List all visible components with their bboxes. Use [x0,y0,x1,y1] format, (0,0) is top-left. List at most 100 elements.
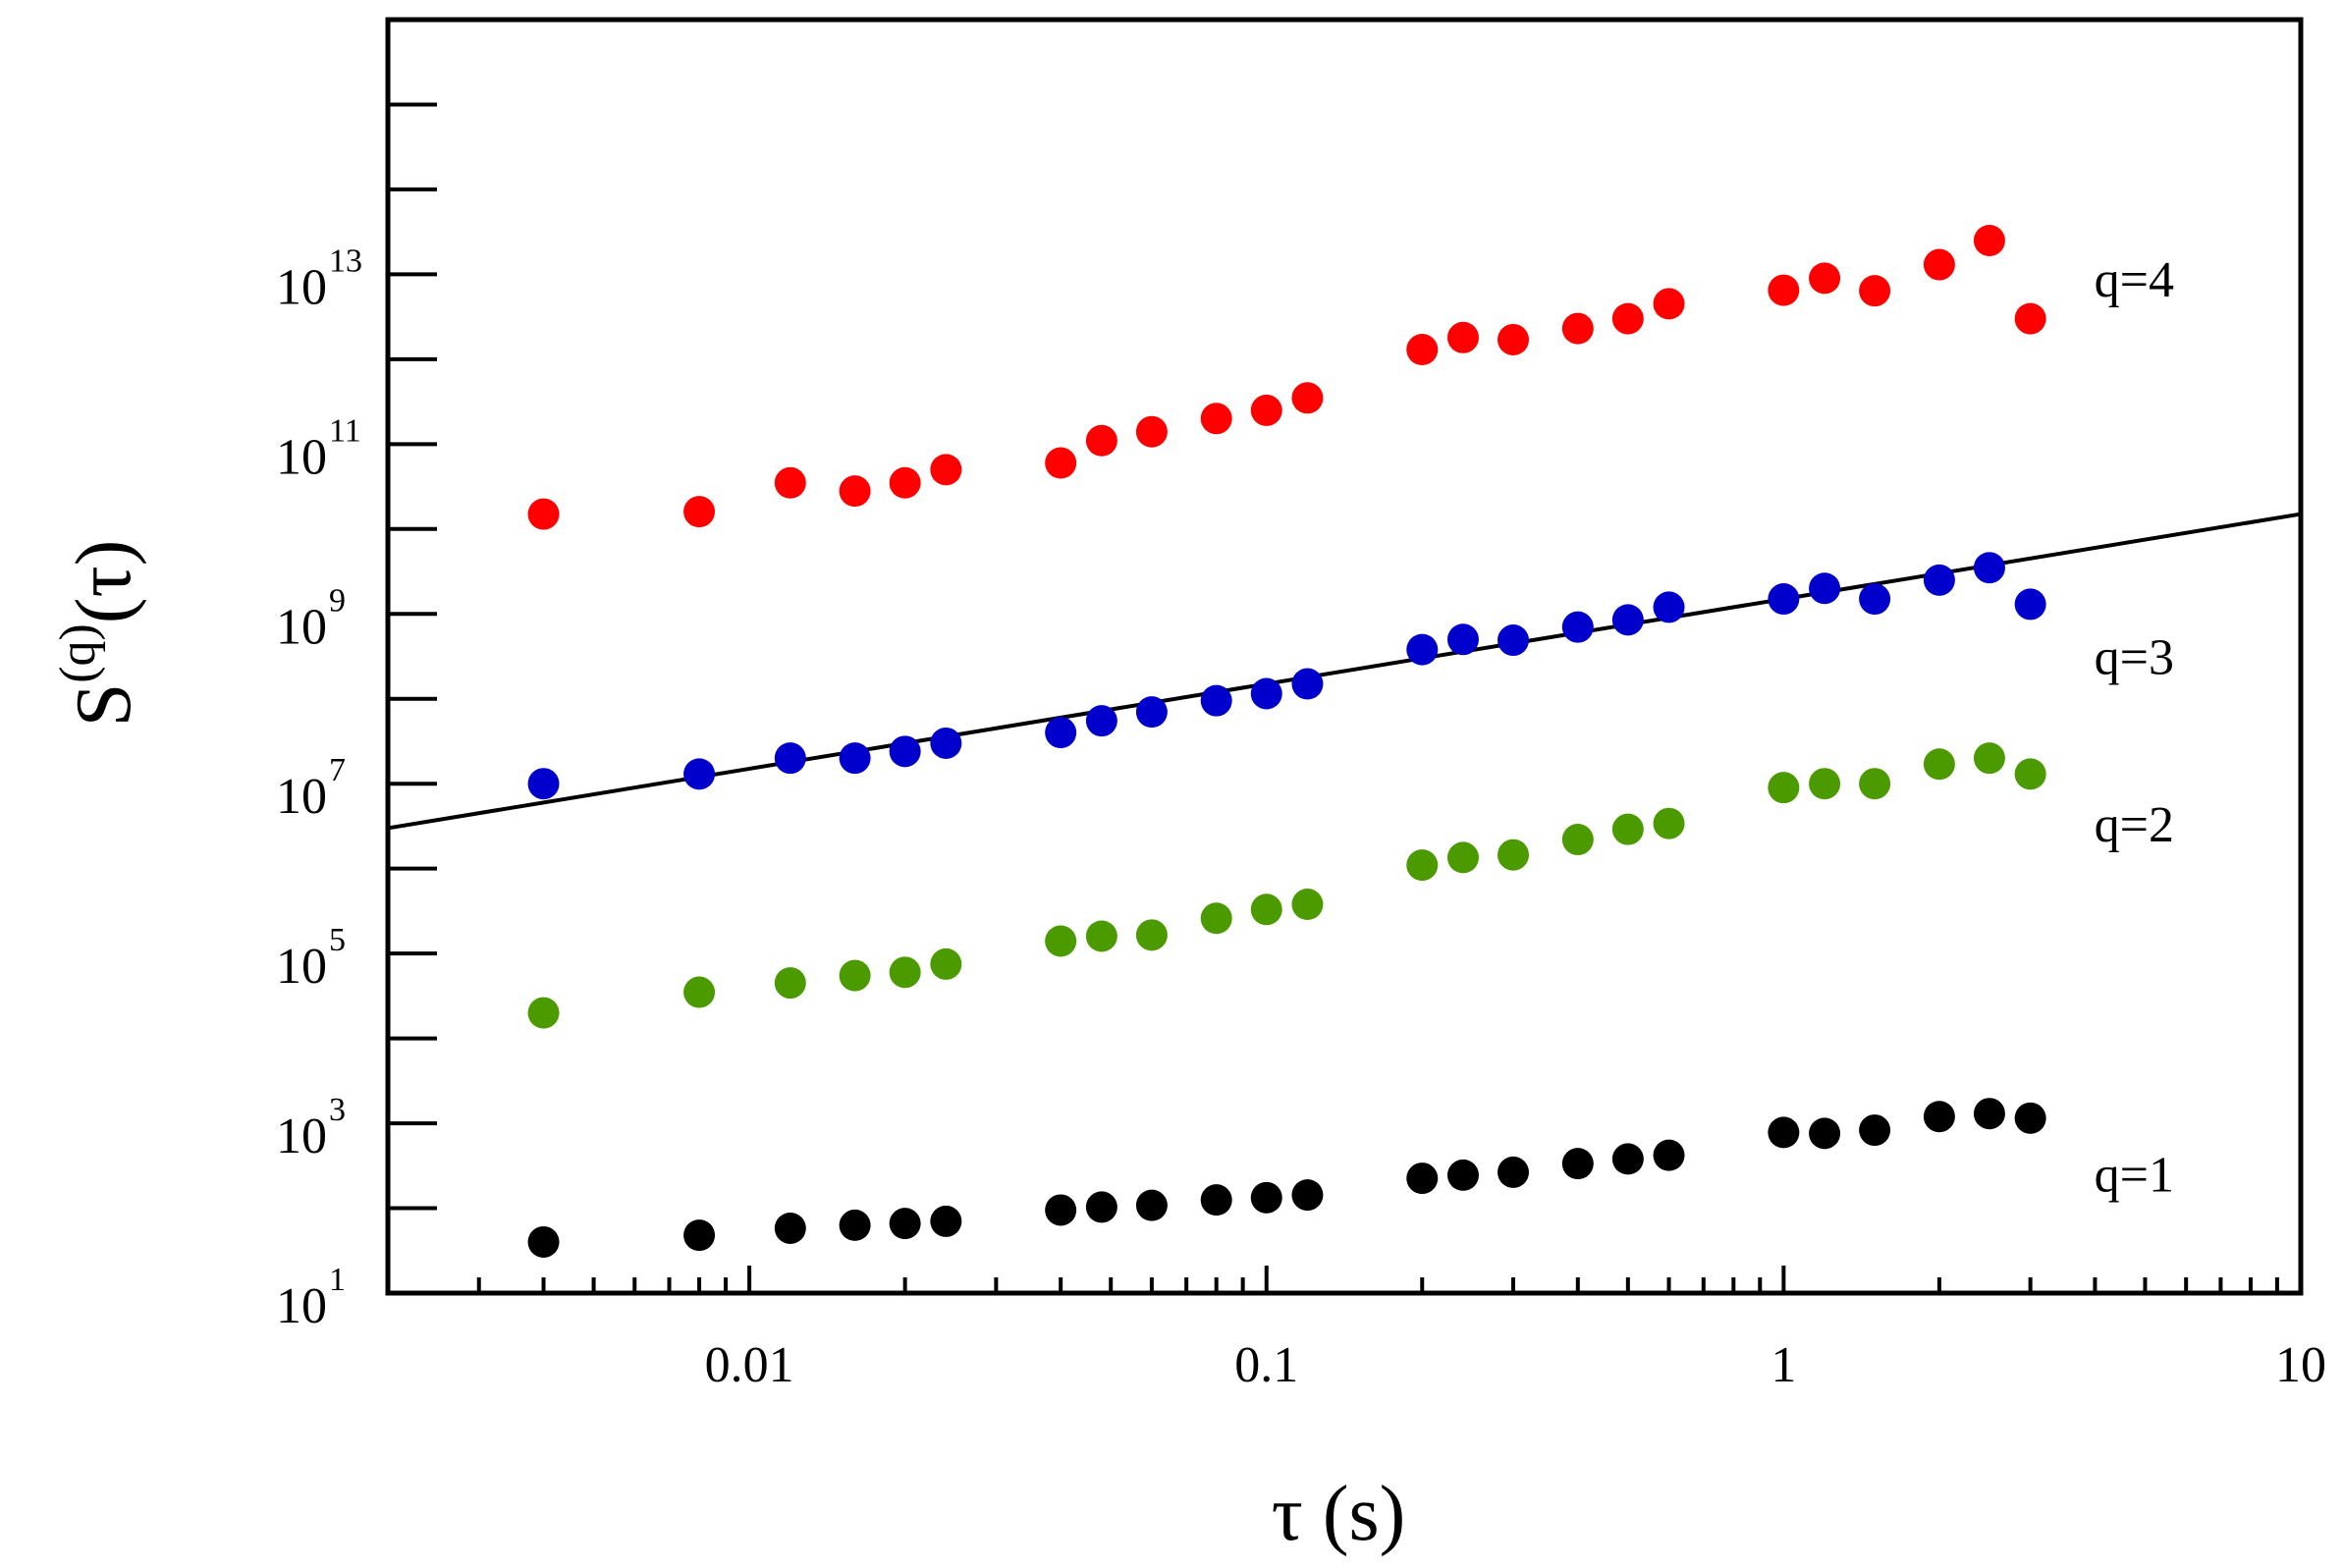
data-point-q=2 [1406,849,1439,882]
data-point-q=2 [683,976,716,1008]
data-point-q=2 [1498,838,1530,871]
data-point-q=1 [889,1208,921,1240]
data-point-q=3 [1923,564,1955,596]
data-point-q=3 [1085,705,1117,737]
x-axis-symbol: τ [1272,1471,1303,1557]
y-tick-exponent: 11 [329,412,361,449]
data-point-q=3 [774,742,806,775]
y-axis-argument: (τ) [61,540,147,623]
data-point-q=3 [930,727,962,759]
data-point-q=4 [527,498,560,530]
y-tick-label: 10 [276,259,327,315]
data-point-q=1 [1859,1114,1891,1147]
series-label-q=4: q=4 [2095,252,2174,308]
data-point-q=4 [774,466,806,499]
y-axis-superscript: (q) [50,623,106,683]
data-point-q=4 [889,466,921,499]
data-point-q=2 [1859,768,1891,800]
data-point-q=4 [1561,312,1594,345]
data-point-q=2 [1291,889,1324,921]
data-point-q=2 [1200,902,1232,935]
data-point-q=1 [930,1205,962,1237]
data-point-q=1 [1809,1117,1841,1150]
data-point-q=4 [1859,275,1891,307]
data-point-q=1 [1045,1194,1077,1226]
data-point-q=2 [1768,772,1800,804]
data-point-q=3 [839,742,871,775]
data-point-q=1 [1200,1184,1232,1217]
data-point-q=3 [1809,572,1841,605]
y-tick-exponent: 13 [329,243,362,279]
y-axis-base: S [61,683,147,728]
data-point-q=3 [1498,624,1530,657]
data-point-q=4 [1973,224,2005,256]
data-point-q=3 [1973,552,2005,584]
data-point-q=1 [774,1212,806,1244]
data-point-q=1 [1653,1139,1685,1171]
data-point-q=2 [1446,841,1479,874]
data-point-q=1 [1135,1189,1168,1221]
data-point-q=4 [839,475,871,508]
data-point-q=2 [1923,748,1955,781]
data-point-q=3 [1200,684,1232,717]
data-point-q=3 [1135,696,1168,729]
data-point-q=4 [1291,382,1324,414]
data-point-q=2 [774,967,806,1000]
data-point-q=1 [1250,1181,1282,1214]
y-tick-label: 10 [276,1278,327,1334]
data-point-q=4 [1923,248,1955,281]
y-tick-label: 10 [276,599,327,655]
y-tick-exponent: 3 [329,1092,346,1128]
data-point-q=2 [889,956,921,989]
axis-ticks [386,18,2303,1295]
data-point-q=3 [2014,588,2046,621]
data-point-q=2 [1561,824,1594,856]
data-point-q=1 [1973,1098,2005,1130]
data-point-q=3 [1859,583,1891,616]
fit-line [387,512,2302,831]
data-point-q=1 [1561,1148,1594,1180]
data-point-q=1 [527,1225,560,1258]
data-point-q=1 [683,1219,716,1252]
data-point-q=3 [1611,604,1644,636]
data-point-q=3 [1446,623,1479,656]
data-point-q=2 [1809,768,1841,800]
y-tick-exponent: 9 [329,582,346,619]
data-point-q=3 [527,768,560,800]
data-point-q=4 [1135,415,1168,448]
data-point-q=4 [1809,262,1841,295]
data-point-q=3 [1768,583,1800,616]
data-point-q=3 [1291,668,1324,700]
data-points [527,224,2046,1258]
data-point-q=2 [1250,893,1282,926]
y-tick-label: 10 [276,1108,327,1164]
data-point-q=2 [1611,813,1644,845]
data-point-q=4 [683,496,716,528]
series-label-q=3: q=3 [2095,630,2174,686]
data-point-q=4 [1653,288,1685,320]
data-point-q=3 [1045,717,1077,749]
series-labels: q=1 q=2 q=3 q=4 [2095,252,2174,1204]
data-point-q=2 [2014,758,2046,790]
data-point-q=2 [930,947,962,980]
data-point-q=1 [1768,1116,1800,1149]
data-point-q=4 [1611,302,1644,335]
data-point-q=3 [1250,677,1282,710]
data-point-q=3 [1561,611,1594,643]
y-tick-exponent: 7 [329,752,346,788]
y-tick-exponent: 5 [329,922,346,958]
y-tick-label: 10 [276,939,327,995]
data-point-q=4 [1045,447,1077,479]
y-tick-label: 10 [276,429,327,485]
data-point-q=4 [1446,321,1479,353]
data-point-q=2 [1135,919,1168,951]
data-point-q=3 [889,735,921,768]
y-tick-exponent: 1 [329,1262,346,1298]
data-point-q=2 [1085,920,1117,952]
data-point-q=4 [1085,424,1117,457]
x-axis-title: τ (s) [1272,1471,1406,1557]
data-point-q=2 [1045,925,1077,957]
data-point-q=4 [2014,302,2046,335]
